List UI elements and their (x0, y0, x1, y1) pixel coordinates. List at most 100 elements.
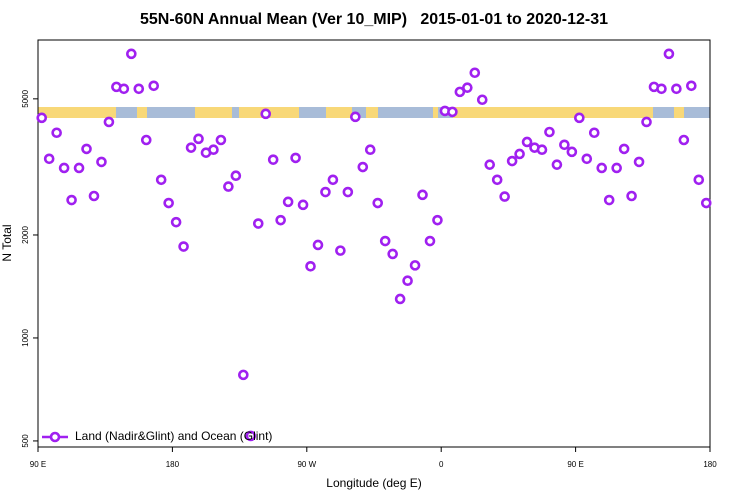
point (96, 156, 107, 168)
y-tick-label: 500 (21, 434, 30, 448)
land-ocean-strip (38, 107, 710, 118)
point (335, 245, 346, 256)
point (215, 134, 227, 146)
point (66, 194, 77, 206)
point (238, 369, 249, 381)
legend-marker (49, 431, 61, 443)
point (633, 156, 645, 168)
point (641, 116, 652, 128)
point (118, 83, 130, 95)
point (155, 174, 167, 186)
point (275, 214, 286, 226)
point (282, 196, 294, 208)
y-tick-label: 5000 (21, 89, 30, 107)
land-strip (366, 107, 378, 118)
point (133, 83, 145, 95)
point (574, 112, 585, 124)
y-axis-label: N Total (0, 224, 14, 261)
point (671, 83, 682, 95)
land-strip (137, 107, 147, 118)
point (469, 67, 481, 79)
point (260, 108, 272, 120)
point (364, 144, 376, 156)
point (252, 218, 264, 229)
point (484, 159, 496, 170)
land-strip (433, 107, 438, 118)
point (320, 186, 331, 198)
x-tick-label: 0 (439, 460, 444, 469)
y-tick-label: 1000 (21, 329, 30, 347)
point (417, 189, 428, 201)
x-tick-label: 90 W (297, 460, 316, 469)
point (686, 80, 697, 92)
x-tick-label: 90 E (567, 460, 583, 469)
point (656, 83, 667, 95)
land-strip (195, 107, 232, 118)
point (581, 153, 593, 165)
point (521, 136, 533, 148)
point (126, 48, 137, 60)
point (603, 194, 615, 206)
point (462, 82, 473, 93)
point (43, 153, 55, 165)
land-strip (674, 107, 684, 118)
point (379, 235, 391, 247)
point (409, 260, 421, 271)
point (372, 197, 384, 209)
point (185, 142, 197, 153)
point (36, 112, 48, 124)
point (140, 134, 152, 146)
point (476, 94, 488, 106)
point (536, 144, 548, 156)
point (223, 181, 234, 192)
chart-title: 55N-60N Annual Mean (Ver 10_MIP) 2015-01… (140, 11, 608, 28)
point (693, 174, 705, 186)
point (148, 80, 160, 92)
plot-frame (37, 39, 711, 448)
point (327, 174, 339, 186)
point (305, 260, 316, 272)
point (499, 191, 510, 202)
land-strip (453, 107, 653, 118)
point (88, 190, 100, 202)
point (387, 248, 398, 260)
point (506, 155, 518, 167)
point (447, 106, 458, 118)
point (596, 162, 608, 174)
point (491, 174, 503, 186)
point (357, 161, 369, 173)
point (454, 86, 466, 98)
point (626, 190, 637, 202)
point (432, 214, 443, 226)
point (245, 430, 257, 442)
point (297, 199, 309, 211)
point (663, 48, 675, 60)
x-axis-label: Longitude (deg E) (326, 476, 421, 490)
point (402, 275, 413, 287)
point (81, 143, 92, 155)
x-tick-label: 180 (703, 460, 717, 469)
point (51, 127, 62, 139)
point (559, 139, 570, 151)
point (58, 162, 70, 174)
point (290, 152, 301, 164)
series (36, 48, 712, 442)
y-tick-label: 2000 (21, 226, 30, 244)
x-tick-label: 90 E (30, 460, 46, 469)
point (566, 146, 578, 158)
point (73, 162, 85, 174)
legend-label: Land (Nadir&Glint) and Ocean (Glint) (75, 429, 272, 443)
point (208, 144, 219, 156)
point (551, 159, 563, 170)
point (350, 111, 361, 123)
point (170, 216, 182, 228)
point (678, 134, 690, 146)
point (342, 186, 354, 198)
point (163, 197, 174, 209)
point (611, 162, 622, 174)
point (618, 143, 630, 155)
point (103, 116, 115, 128)
point (193, 133, 204, 145)
